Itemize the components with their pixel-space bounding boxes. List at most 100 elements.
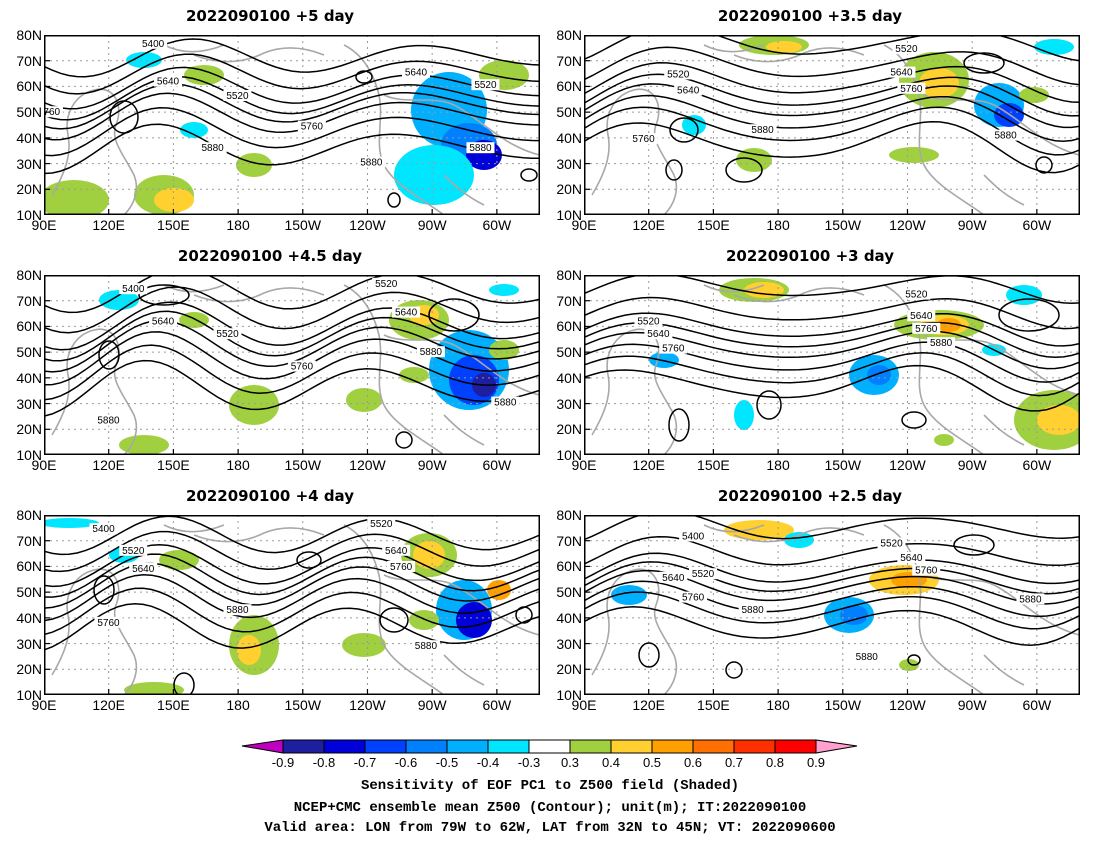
colorbar-segment xyxy=(487,739,530,754)
z500-contours xyxy=(584,515,1080,679)
shaded-region xyxy=(840,605,868,625)
shaded-region xyxy=(937,318,961,332)
contour-label-bg xyxy=(664,68,693,80)
contour-label: 5640 xyxy=(890,68,913,79)
contour-line xyxy=(44,515,540,556)
contour-label-bg xyxy=(892,43,921,55)
map-svg: 5400 5520 5640 5760 5880 5520 5640 5760 5880 5880 xyxy=(584,515,1080,695)
contour-line xyxy=(584,561,1080,595)
lon-tick-label: 90W xyxy=(957,217,987,233)
contour-label: 5880 xyxy=(994,131,1017,142)
map-svg: 5520 5640 5760 5880 5520 5640 5760 5880 xyxy=(584,35,1080,215)
contour-label: 5880 xyxy=(415,641,438,652)
closed-contour xyxy=(138,284,190,306)
colorbar-label: -0.9 xyxy=(271,755,295,770)
lon-tick-label: 90E xyxy=(31,217,57,233)
lat-tick-label: 30N xyxy=(16,635,42,652)
colorbar-max-triangle xyxy=(815,739,858,754)
contour-label-bg xyxy=(902,288,931,300)
shaded-region xyxy=(394,145,474,205)
lat-tick-label: 20N xyxy=(556,181,582,198)
lat-tick-label: 50N xyxy=(556,104,582,121)
graticule xyxy=(584,515,1080,695)
lat-tick-label: 10N xyxy=(16,687,42,703)
map-plot-area: 5400 5520 5640 5760 5880 5520 5640 5760 5880 xyxy=(44,515,540,695)
lat-tick-label: 30N xyxy=(16,395,42,412)
contour-label: 5640 xyxy=(395,308,418,319)
map-panel: 2022090100 +4 day 5400 5520 5640 5760 5880 552… xyxy=(0,485,540,725)
contour-line xyxy=(584,296,1080,330)
z500-contours xyxy=(44,38,540,208)
lat-tick-label: 20N xyxy=(16,421,42,438)
lat-tick-label: 50N xyxy=(556,584,582,601)
contour-label: 5520 xyxy=(880,539,903,550)
coastline xyxy=(51,328,138,455)
contour-label: 5880 xyxy=(742,605,765,616)
coastline xyxy=(443,414,485,446)
contour-label-bg xyxy=(357,156,386,168)
closed-contour xyxy=(998,298,1060,332)
colorbar-label: 0.7 xyxy=(724,755,744,770)
shaded-region xyxy=(1034,39,1074,55)
lat-tick-label: 70N xyxy=(556,532,582,549)
lat-tick-label: 40N xyxy=(16,609,42,626)
contour-line xyxy=(584,94,1080,142)
coastline xyxy=(703,284,765,293)
contour-label-bg xyxy=(392,306,421,318)
contour-label-bg xyxy=(897,82,926,94)
closed-contour xyxy=(1035,156,1053,174)
colorbar-label: 0.5 xyxy=(642,755,662,770)
lat-tick-label: 30N xyxy=(556,635,582,652)
shaded-region xyxy=(229,385,279,425)
contour-line xyxy=(584,535,1080,567)
lat-tick-label: 60N xyxy=(556,78,582,95)
lat-tick-label: 30N xyxy=(556,155,582,172)
caption-line-2: NCEP+CMC ensemble mean Z500 (Contour); u… xyxy=(293,800,807,816)
map-frame xyxy=(584,275,1080,455)
coastline xyxy=(193,287,325,303)
shaded-region xyxy=(409,610,439,630)
lon-tick-label: 120E xyxy=(632,697,666,713)
closed-contour xyxy=(756,390,782,420)
contour-line xyxy=(44,38,540,78)
contour-line xyxy=(584,62,1080,104)
lon-tick-label: 120W xyxy=(349,457,386,473)
contour-label-bg xyxy=(287,360,316,372)
z500-contours xyxy=(584,35,1080,183)
contour-label-bg xyxy=(887,66,916,78)
colorbar-label: 0.8 xyxy=(765,755,785,770)
lat-tick-label: 10N xyxy=(556,447,582,463)
contour-label-bg xyxy=(129,562,158,574)
lat-tick-label: 50N xyxy=(556,344,582,361)
shaded-region xyxy=(889,147,939,163)
lon-tick-label: 180 xyxy=(766,697,790,713)
contour-label-bg xyxy=(372,277,401,289)
contour-label-bg xyxy=(674,84,703,96)
contour-line xyxy=(44,359,540,417)
contour-label-bg xyxy=(852,651,881,662)
contour-label-bg xyxy=(382,544,411,556)
closed-contour xyxy=(953,534,995,556)
colorbar-label: 0.4 xyxy=(601,755,621,770)
contour-label-bg xyxy=(198,142,227,154)
shaded-region xyxy=(346,388,382,412)
contour-line xyxy=(44,587,540,636)
lat-tick-label: 40N xyxy=(556,129,582,146)
axis-ticks xyxy=(584,515,1038,695)
shaded-region xyxy=(180,122,208,138)
colorbar-segment xyxy=(364,739,407,754)
contour-line xyxy=(584,35,1080,62)
coastline xyxy=(443,174,485,206)
coastline xyxy=(193,527,325,543)
colorbar-min-triangle xyxy=(241,739,284,754)
lat-tick-label: 10N xyxy=(16,207,42,223)
closed-contour xyxy=(669,117,699,143)
lon-tick-label: 120W xyxy=(889,697,926,713)
contour-label-bg xyxy=(119,544,148,556)
lon-tick-label: 150E xyxy=(157,457,190,473)
contour-label: 5520 xyxy=(216,329,239,340)
contour-label-bg xyxy=(912,564,941,576)
contour-label: 5880 xyxy=(930,338,953,349)
lon-tick-label: 90E xyxy=(31,697,57,713)
closed-contour xyxy=(725,661,743,679)
